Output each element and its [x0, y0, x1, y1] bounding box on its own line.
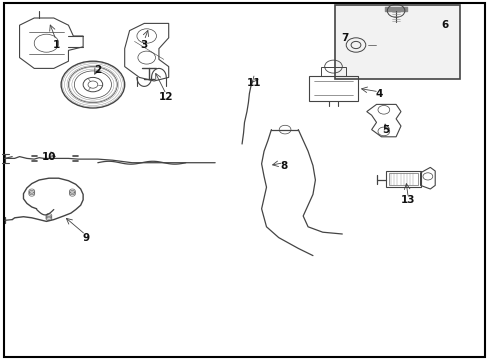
- Text: 13: 13: [400, 195, 415, 205]
- Bar: [388, 173, 417, 185]
- Text: 1: 1: [53, 40, 60, 50]
- Text: 10: 10: [41, 152, 56, 162]
- Text: 9: 9: [82, 233, 89, 243]
- Text: 12: 12: [159, 92, 173, 102]
- Text: 2: 2: [94, 65, 101, 75]
- Bar: [321, 67, 345, 76]
- Text: 8: 8: [280, 161, 286, 171]
- Text: 7: 7: [340, 33, 348, 43]
- Bar: [334, 5, 459, 79]
- Bar: [308, 76, 357, 101]
- Text: 6: 6: [441, 20, 447, 30]
- Text: 3: 3: [141, 40, 147, 50]
- Text: 4: 4: [374, 89, 382, 99]
- Text: 5: 5: [382, 125, 389, 135]
- Text: 11: 11: [246, 78, 261, 88]
- Bar: [386, 171, 420, 187]
